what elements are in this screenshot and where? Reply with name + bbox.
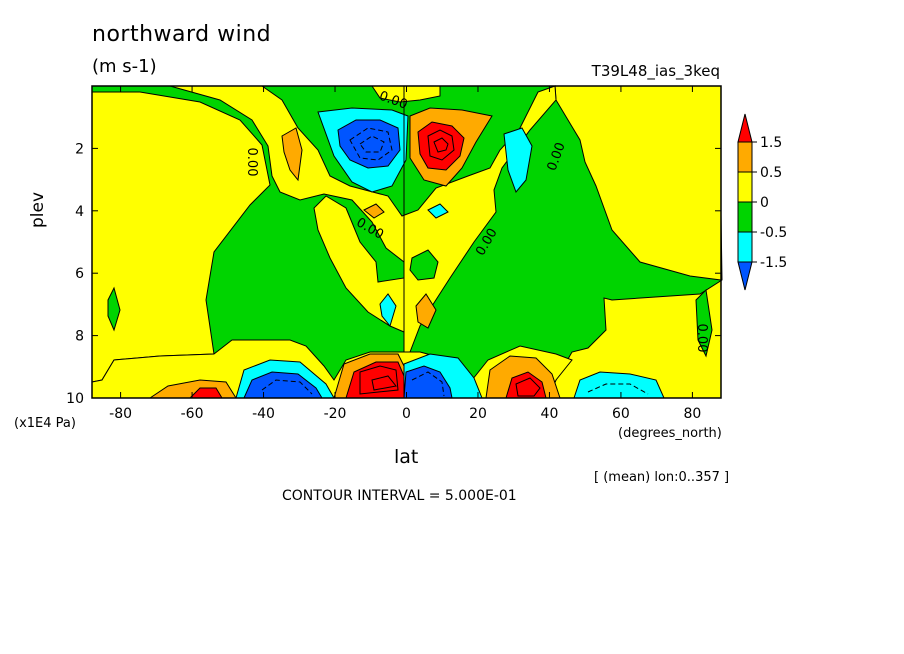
contour-interval: CONTOUR INTERVAL = 5.000E-01	[282, 488, 517, 504]
x-tick-label: 60	[612, 406, 630, 422]
y-tick-label: 2	[75, 141, 84, 157]
colorbar-label: -1.5	[760, 255, 787, 271]
x-tick-label: 20	[469, 406, 487, 422]
field-cyan-upper-north	[503, 127, 533, 193]
colorbar-segment	[737, 231, 753, 263]
x-tick-label: -60	[181, 406, 204, 422]
field-blue-upper	[337, 119, 401, 169]
colorbar-segment	[737, 201, 753, 233]
run-name: T39L48_ias_3keq	[591, 62, 720, 80]
y-axis-unit: (x1E4 Pa)	[14, 416, 76, 431]
y-tick-label: 6	[75, 266, 84, 282]
x-axis-label: lat	[394, 446, 419, 468]
x-tick-label: 80	[683, 406, 701, 422]
x-tick-label: 40	[541, 406, 559, 422]
colorbar-label: 0	[760, 195, 769, 211]
colorbar-segment	[737, 141, 753, 173]
field-green-island-center	[409, 249, 439, 281]
x-axis: -80 -60 -40 -20 0 20 40 60 80	[109, 86, 701, 422]
contour-lines	[261, 86, 649, 397]
field-orange-small	[363, 203, 385, 219]
field-cyan-mid	[379, 293, 397, 328]
colorbar-segment	[737, 171, 753, 203]
y-axis: 2 4 6 8 10	[66, 141, 721, 407]
colorbar-label: 0.5	[760, 165, 782, 181]
colorbar-label: 1.5	[760, 135, 782, 151]
plot-area	[91, 85, 723, 399]
contour-label: 0.00	[694, 324, 709, 353]
chart-units: (m s-1)	[92, 56, 157, 77]
field-green-island-south	[107, 286, 121, 332]
x-tick-label: -80	[109, 406, 132, 422]
y-tick-label: 4	[75, 204, 84, 220]
field-orange-upper-south	[281, 127, 303, 182]
field-cyan-small	[427, 203, 449, 219]
x-tick-label: -40	[252, 406, 275, 422]
field-orange-mid	[415, 293, 437, 329]
colorbar-top-arrow	[737, 113, 753, 143]
colorbar-label: -0.5	[760, 225, 787, 241]
x-tick-label: -20	[324, 406, 347, 422]
contour-label: 0.00	[244, 148, 259, 177]
y-tick-label: 8	[75, 329, 84, 345]
field-green-island-north	[695, 288, 713, 358]
y-tick-label: 10	[66, 391, 84, 407]
x-tick-label: 0	[402, 406, 411, 422]
chart-title: northward wind	[92, 22, 272, 47]
colorbar-bottom-arrow	[737, 261, 753, 291]
colorbar: 1.5 0.5 0 -0.5 -1.5	[737, 113, 787, 291]
averaging-note: [ (mean) lon:0..357 ]	[594, 470, 730, 485]
x-axis-unit: (degrees_north)	[618, 426, 722, 441]
field-red-upper	[417, 121, 465, 171]
